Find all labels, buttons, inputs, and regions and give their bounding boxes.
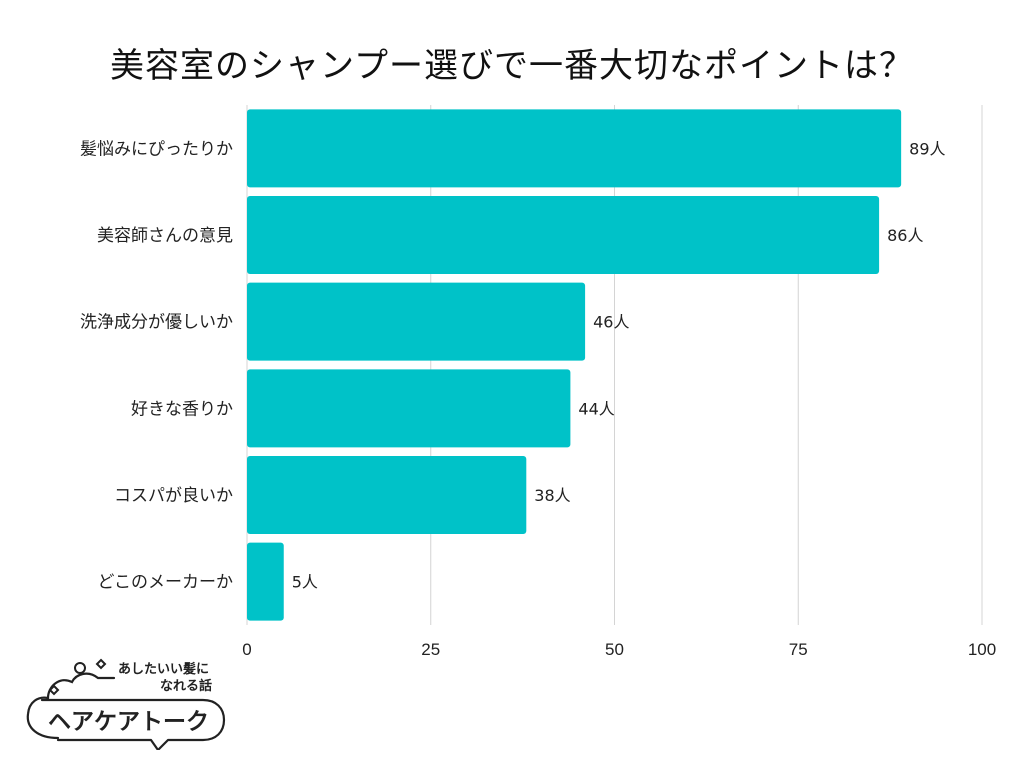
bar	[247, 369, 571, 448]
logo-tagline-line2: なれる話	[160, 678, 212, 694]
data-label: 5人	[292, 573, 318, 592]
logo-tagline-line1: あしたいい髪に	[118, 661, 209, 677]
category-label: 美容師さんの意見	[97, 226, 233, 246]
x-tick-labels: 0 25 50 75 100	[242, 640, 996, 659]
x-tick-label: 75	[789, 640, 808, 659]
data-label: 44人	[578, 399, 614, 418]
chart-title: 美容室のシャンプー選びで一番大切なポイントは？	[110, 46, 914, 86]
category-label: 洗浄成分が優しいか	[80, 313, 233, 333]
bar	[247, 109, 902, 188]
sparkle-icon	[95, 658, 107, 670]
category-label: コスパが良いか	[114, 486, 233, 506]
category-label: どこのメーカーか	[98, 573, 234, 593]
logo-cloud-outline	[26, 672, 116, 740]
logo-name: ヘアケアトーク	[48, 709, 209, 735]
logo-bubble-dot	[74, 662, 86, 674]
bar	[247, 282, 586, 361]
data-label: 46人	[593, 313, 629, 332]
x-tick-label: 50	[605, 640, 624, 659]
logo-speech-bubble	[40, 698, 226, 750]
bars	[247, 109, 902, 621]
gridlines	[246, 105, 983, 625]
data-label: 86人	[887, 226, 923, 245]
x-tick-label: 0	[242, 640, 251, 659]
category-labels: 髪悩みにぴったりか美容師さんの意見洗浄成分が優しいか好きな香りかコスパが良いかど…	[80, 139, 233, 592]
bar	[247, 196, 880, 274]
data-label: 89人	[909, 139, 945, 158]
value-labels: 89人 86人 46人 44人 38人 5人	[292, 139, 946, 591]
bar	[247, 456, 527, 534]
x-tick-label: 100	[968, 640, 996, 659]
bar	[247, 542, 284, 621]
category-label: 好きな香りか	[131, 399, 233, 419]
data-label: 38人	[534, 486, 570, 505]
hair-care-talk-logo: あしたいい髪に なれる話 ヘアケアトーク	[26, 658, 226, 750]
category-label: 髪悩みにぴったりか	[80, 139, 233, 159]
sparkle-icon	[48, 684, 60, 696]
x-tick-label: 25	[421, 640, 440, 659]
bar-chart: 髪悩みにぴったりか美容師さんの意見洗浄成分が優しいか好きな香りかコスパが良いかど…	[80, 105, 996, 659]
